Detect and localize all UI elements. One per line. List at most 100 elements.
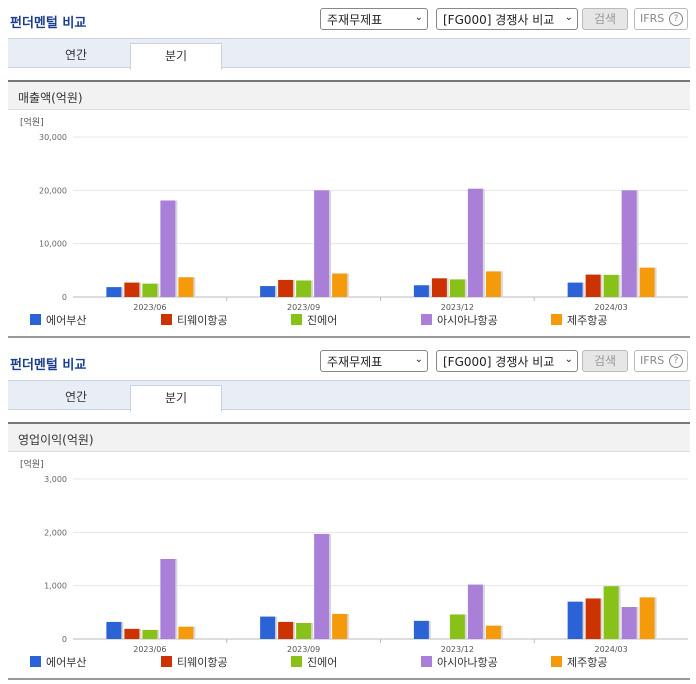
search-button[interactable]: 검색	[582, 8, 628, 30]
tab-quarterly[interactable]: 분기	[130, 43, 222, 70]
x-tick-label: 2023/06	[133, 645, 166, 654]
legend-swatch	[551, 314, 562, 325]
legend-label: 제주항공	[567, 656, 607, 669]
chevron-down-icon: ⌄	[564, 12, 573, 23]
section-title: 매출액(억원)	[18, 91, 83, 105]
statement-select[interactable]: 주재무제표 ⌄	[320, 350, 428, 372]
period-tabs: 연간 분기	[8, 38, 690, 70]
statement-select-value: 주재무제표	[327, 13, 383, 27]
panel-header: 펀더멘털 비교 주재무제표 ⌄ [FG000] 경쟁사 비교 ⌄ 검색 IFRS?	[0, 0, 696, 38]
legend-swatch	[30, 656, 41, 667]
legend-item[interactable]: 진에어	[291, 314, 337, 327]
help-icon[interactable]: ?	[669, 354, 683, 368]
legend-label: 진에어	[307, 314, 337, 327]
ifrs-button[interactable]: IFRS?	[634, 8, 688, 30]
legend-label: 제주항공	[567, 314, 607, 327]
section-title: 영업이익(억원)	[18, 433, 94, 447]
legend-label: 에어부산	[46, 656, 86, 669]
y-tick-label: 10,000	[39, 240, 67, 249]
bar	[296, 623, 312, 639]
legend-label: 티웨이항공	[177, 314, 228, 327]
tab-quarterly[interactable]: 분기	[130, 385, 222, 412]
legend-item[interactable]: 아시아나항공	[421, 656, 498, 669]
bar-chart-svg: [억원] 0 10,000 20,000 30,000 2023/06 2023/09 202…	[20, 116, 688, 327]
bar	[585, 598, 601, 639]
bar	[142, 629, 158, 639]
bar	[567, 601, 583, 639]
bar	[160, 200, 176, 297]
bar	[567, 282, 583, 297]
y-tick-label: 20,000	[39, 186, 67, 195]
legend-item[interactable]: 에어부산	[30, 656, 86, 669]
bar	[278, 621, 294, 639]
panel-title: 펀더멘털 비교	[10, 16, 87, 31]
bar	[449, 614, 465, 639]
bar	[485, 625, 501, 639]
legend-label: 티웨이항공	[177, 656, 228, 669]
legend-label: 진에어	[307, 656, 337, 669]
bar	[449, 279, 465, 297]
bar-chart: [억원] 0 10,000 20,000 30,000 2023/06 2023/09 202…	[8, 110, 690, 330]
bar	[603, 586, 619, 639]
legend-item[interactable]: 제주항공	[551, 314, 607, 327]
legend-swatch	[421, 314, 432, 325]
bar	[142, 283, 158, 297]
bar	[332, 613, 348, 639]
bar-chart: [억원] 0 1,000 2,000 3,000 2023/06 2023/09 2023/1…	[8, 452, 690, 672]
help-icon[interactable]: ?	[669, 12, 683, 26]
legend-item[interactable]: 에어부산	[30, 314, 86, 327]
tab-annual[interactable]: 연간	[64, 48, 88, 62]
bar	[124, 282, 140, 297]
fundamental-panel-revenue: 펀더멘털 비교 주재무제표 ⌄ [FG000] 경쟁사 비교 ⌄ 검색 IFRS? 연간 분기 매…	[0, 0, 696, 338]
legend-label: 아시아나항공	[437, 314, 498, 327]
bar	[621, 607, 637, 639]
bar	[296, 280, 312, 297]
statement-select[interactable]: 주재무제표 ⌄	[320, 8, 428, 30]
compare-select[interactable]: [FG000] 경쟁사 비교 ⌄	[436, 350, 578, 372]
legend-swatch	[421, 656, 432, 667]
compare-select[interactable]: [FG000] 경쟁사 비교 ⌄	[436, 8, 578, 30]
y-tick-label: 1,000	[44, 582, 67, 591]
x-tick-label: 2023/12	[441, 303, 474, 312]
legend-item[interactable]: 제주항공	[551, 656, 607, 669]
panel-bottom-border	[8, 336, 690, 338]
legend-swatch	[551, 656, 562, 667]
bar	[603, 274, 619, 297]
bar-chart-svg: [억원] 0 1,000 2,000 3,000 2023/06 2023/09 2023/1…	[20, 458, 688, 669]
x-tick-label: 2023/06	[133, 303, 166, 312]
panel-header: 펀더멘털 비교 주재무제표 ⌄ [FG000] 경쟁사 비교 ⌄ 검색 IFRS?	[0, 342, 696, 380]
ifrs-label: IFRS	[640, 354, 665, 367]
legend-item[interactable]: 티웨이항공	[161, 656, 228, 669]
y-tick-label: 3,000	[44, 475, 67, 484]
x-tick-label: 2023/12	[441, 645, 474, 654]
bar	[124, 628, 140, 639]
tab-annual[interactable]: 연간	[64, 390, 88, 404]
unit-label: [억원]	[20, 458, 44, 470]
bar	[178, 277, 194, 297]
section-title-bar: 영업이익(억원)	[8, 422, 690, 452]
legend-item[interactable]: 티웨이항공	[161, 314, 228, 327]
legend-item[interactable]: 진에어	[291, 656, 337, 669]
search-button[interactable]: 검색	[582, 350, 628, 372]
bar	[178, 626, 194, 639]
legend-swatch	[161, 656, 172, 667]
panel-bottom-border	[8, 678, 690, 680]
bar	[260, 616, 276, 639]
statement-select-value: 주재무제표	[327, 355, 383, 369]
x-tick-label: 2024/03	[595, 303, 628, 312]
y-tick-label: 2,000	[44, 528, 67, 537]
legend-swatch	[291, 656, 302, 667]
bar	[485, 271, 501, 297]
bar	[260, 286, 276, 297]
bar	[278, 279, 294, 297]
bar	[106, 621, 122, 639]
x-tick-label: 2023/09	[287, 303, 320, 312]
ifrs-button[interactable]: IFRS?	[634, 350, 688, 372]
legend-item[interactable]: 아시아나항공	[421, 314, 498, 327]
legend-label: 에어부산	[46, 314, 86, 327]
x-tick-label: 2023/09	[287, 645, 320, 654]
bar	[639, 267, 655, 297]
legend-swatch	[30, 314, 41, 325]
bar	[332, 273, 348, 297]
bar	[467, 584, 483, 639]
